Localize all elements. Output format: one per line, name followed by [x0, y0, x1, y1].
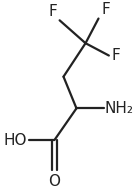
Text: NH₂: NH₂: [105, 101, 134, 116]
Text: F: F: [111, 48, 120, 63]
Text: F: F: [48, 4, 57, 19]
Text: F: F: [101, 2, 110, 17]
Text: O: O: [48, 173, 60, 188]
Text: HO: HO: [4, 133, 27, 148]
